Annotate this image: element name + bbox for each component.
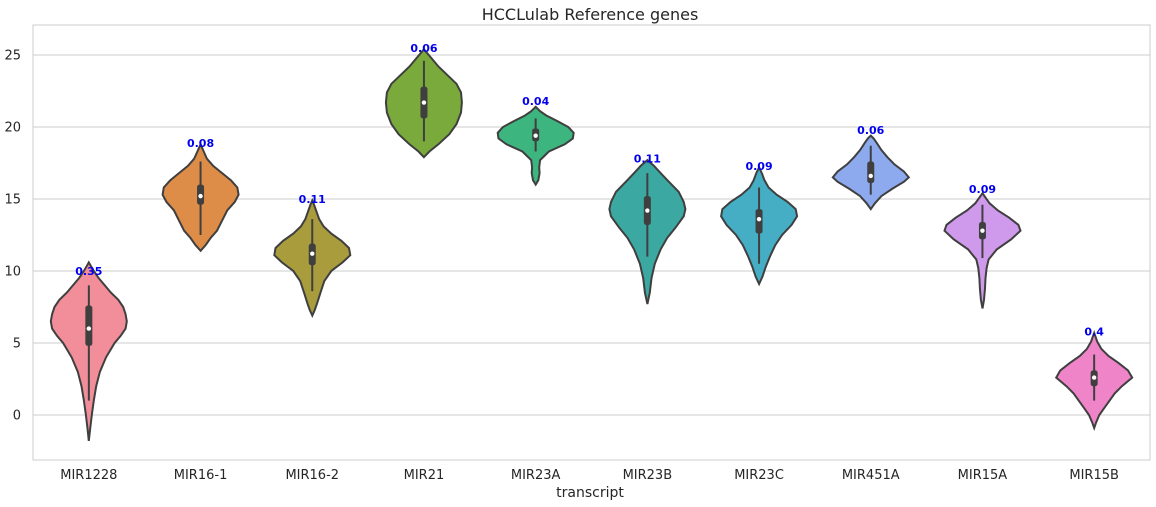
x-tick-label: MIR15B [1069, 468, 1119, 483]
annotation-label: 0.09 [969, 183, 996, 196]
y-tick-label: 5 [13, 337, 21, 352]
y-axis-ticks: 0 5 10 15 20 25 [4, 49, 21, 424]
x-tick-label: MIR451A [842, 468, 900, 483]
x-tick-label: MIR23A [511, 468, 561, 483]
median-point [645, 208, 650, 213]
y-tick-label: 0 [13, 409, 21, 424]
iqr-box [867, 161, 875, 184]
x-axis-label: transcript [556, 485, 624, 501]
annotation-label: 0.11 [299, 193, 326, 206]
annotation-label: 0.06 [857, 124, 884, 137]
annotation-label: 0.09 [745, 160, 772, 173]
annotation-label: 0.04 [522, 95, 549, 108]
violins [49, 47, 1134, 442]
annotations: 0.35 0.08 0.11 0.06 0.04 0.11 0.09 0.06 0.09 0.4 [75, 42, 1104, 339]
y-tick-label: 15 [4, 193, 21, 208]
median-point [980, 228, 985, 233]
median-point [1091, 375, 1097, 380]
x-tick-label: MIR21 [404, 468, 445, 483]
median-point [86, 326, 92, 331]
median-point [756, 216, 762, 222]
x-tick-label: MIR1228 [60, 468, 117, 483]
x-tick-label: MIR16-2 [285, 468, 339, 483]
y-tick-label: 20 [4, 121, 21, 136]
median-point [868, 173, 873, 179]
median-point [198, 193, 203, 199]
median-point [533, 133, 538, 138]
annotation-label: 0.4 [1084, 325, 1104, 338]
y-tick-label: 10 [4, 265, 21, 280]
median-point [310, 251, 315, 256]
annotation-label: 0.06 [410, 42, 437, 55]
x-tick-label: MIR15A [958, 468, 1008, 483]
annotation-label: 0.35 [75, 265, 102, 278]
x-tick-label: MIR23B [623, 468, 673, 483]
iqr-box [85, 305, 93, 346]
y-tick-label: 25 [4, 49, 21, 64]
annotation-label: 0.08 [187, 137, 214, 150]
x-tick-label: MIR16-1 [174, 468, 228, 483]
annotation-label: 0.11 [634, 153, 661, 166]
chart-title: HCCLulab Reference genes [482, 5, 699, 24]
plot-frame [32, 24, 1151, 461]
x-tick-label: MIR23C [734, 468, 784, 483]
x-axis-ticks: MIR1228 MIR16-1 MIR16-2 MIR21 MIR23A MIR23B MI… [60, 468, 1119, 483]
median-point [421, 100, 427, 105]
